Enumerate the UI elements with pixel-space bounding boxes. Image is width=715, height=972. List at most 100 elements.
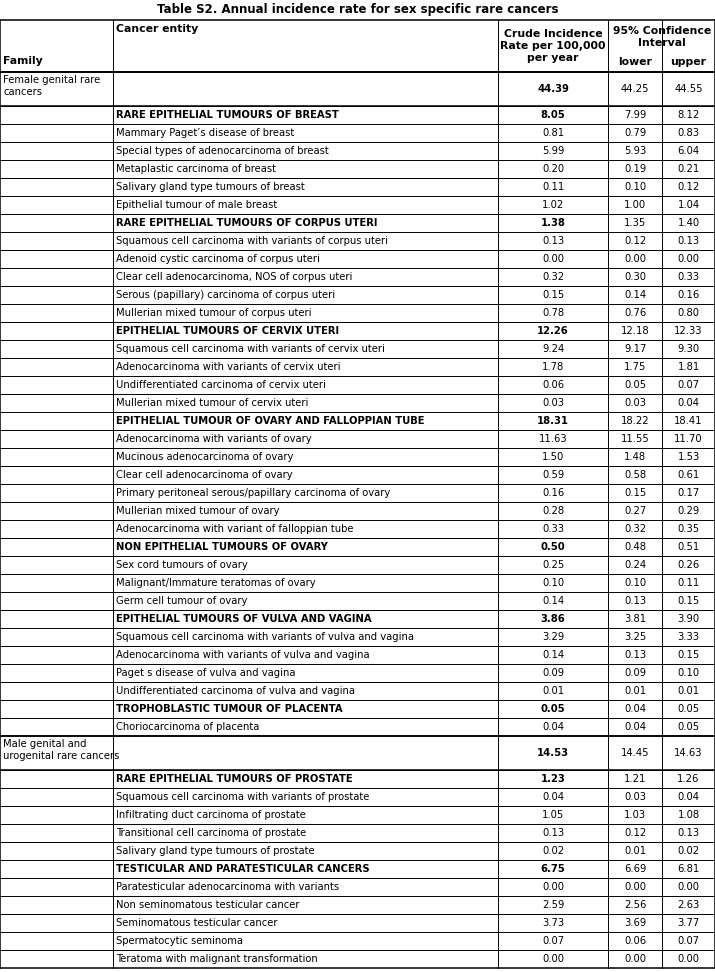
- Text: 1.50: 1.50: [542, 452, 564, 462]
- Text: 0.06: 0.06: [624, 936, 646, 946]
- Text: Cancer entity: Cancer entity: [116, 24, 198, 34]
- Text: Mullerian mixed tumour of cervix uteri: Mullerian mixed tumour of cervix uteri: [116, 398, 308, 408]
- Text: 0.04: 0.04: [624, 704, 646, 714]
- Text: 0.51: 0.51: [677, 542, 700, 552]
- Text: Adenocarcinoma with variant of falloppian tube: Adenocarcinoma with variant of falloppia…: [116, 524, 353, 534]
- Text: 3.33: 3.33: [678, 632, 699, 642]
- Text: 1.48: 1.48: [624, 452, 646, 462]
- Text: 1.40: 1.40: [678, 218, 699, 228]
- Text: 0.16: 0.16: [677, 290, 700, 300]
- Text: 0.13: 0.13: [678, 236, 699, 246]
- Text: Mammary Paget’s disease of breast: Mammary Paget’s disease of breast: [116, 128, 294, 138]
- Text: Malignant/Immature teratomas of ovary: Malignant/Immature teratomas of ovary: [116, 578, 315, 588]
- Text: 0.01: 0.01: [624, 686, 646, 696]
- Text: 0.05: 0.05: [624, 380, 646, 390]
- Text: 0.01: 0.01: [542, 686, 564, 696]
- Text: 14.63: 14.63: [674, 748, 703, 758]
- Text: 0.25: 0.25: [542, 560, 564, 570]
- Text: 2.59: 2.59: [542, 900, 564, 910]
- Text: 0.20: 0.20: [542, 164, 564, 174]
- Text: Choriocarcinoma of placenta: Choriocarcinoma of placenta: [116, 722, 260, 732]
- Text: 0.81: 0.81: [542, 128, 564, 138]
- Text: 0.15: 0.15: [542, 290, 564, 300]
- Text: 3.90: 3.90: [678, 614, 699, 624]
- Text: 2.63: 2.63: [677, 900, 700, 910]
- Text: 0.35: 0.35: [678, 524, 699, 534]
- Text: EPITHELIAL TUMOURS OF VULVA AND VAGINA: EPITHELIAL TUMOURS OF VULVA AND VAGINA: [116, 614, 372, 624]
- Text: Male genital and
urogenital rare cancers: Male genital and urogenital rare cancers: [3, 739, 119, 761]
- Text: 0.21: 0.21: [677, 164, 700, 174]
- Text: 0.79: 0.79: [624, 128, 646, 138]
- Text: 5.99: 5.99: [542, 146, 564, 156]
- Text: 44.25: 44.25: [621, 84, 649, 94]
- Text: 11.55: 11.55: [621, 434, 650, 444]
- Text: 0.11: 0.11: [677, 578, 700, 588]
- Text: 0.04: 0.04: [542, 722, 564, 732]
- Text: 1.21: 1.21: [624, 774, 646, 784]
- Text: 0.09: 0.09: [624, 668, 646, 678]
- Text: 0.16: 0.16: [542, 488, 564, 498]
- Text: 9.17: 9.17: [624, 344, 646, 354]
- Text: 0.04: 0.04: [624, 722, 646, 732]
- Text: Paget s disease of vulva and vagina: Paget s disease of vulva and vagina: [116, 668, 295, 678]
- Text: 0.10: 0.10: [542, 578, 564, 588]
- Text: 18.22: 18.22: [621, 416, 650, 426]
- Text: RARE EPITHELIAL TUMOURS OF CORPUS UTERI: RARE EPITHELIAL TUMOURS OF CORPUS UTERI: [116, 218, 378, 228]
- Text: Adenoid cystic carcinoma of corpus uteri: Adenoid cystic carcinoma of corpus uteri: [116, 254, 320, 264]
- Text: 0.01: 0.01: [678, 686, 699, 696]
- Text: 0.00: 0.00: [678, 954, 699, 964]
- Text: Squamous cell carcinoma with variants of corpus uteri: Squamous cell carcinoma with variants of…: [116, 236, 388, 246]
- Text: 0.15: 0.15: [677, 596, 700, 606]
- Text: 0.14: 0.14: [542, 596, 564, 606]
- Text: 0.83: 0.83: [678, 128, 699, 138]
- Text: Salivary gland type tumours of prostate: Salivary gland type tumours of prostate: [116, 846, 315, 856]
- Text: 14.53: 14.53: [537, 748, 569, 758]
- Text: Serous (papillary) carcinoma of corpus uteri: Serous (papillary) carcinoma of corpus u…: [116, 290, 335, 300]
- Text: Mullerian mixed tumour of ovary: Mullerian mixed tumour of ovary: [116, 506, 280, 516]
- Text: Adenocarcinoma with variants of cervix uteri: Adenocarcinoma with variants of cervix u…: [116, 362, 340, 372]
- Text: Clear cell adenocarcinoma, NOS of corpus uteri: Clear cell adenocarcinoma, NOS of corpus…: [116, 272, 352, 282]
- Text: Spermatocytic seminoma: Spermatocytic seminoma: [116, 936, 243, 946]
- Text: 0.07: 0.07: [542, 936, 564, 946]
- Text: 0.02: 0.02: [542, 846, 564, 856]
- Text: 0.15: 0.15: [624, 488, 646, 498]
- Text: 1.04: 1.04: [678, 200, 699, 210]
- Text: 0.13: 0.13: [542, 236, 564, 246]
- Text: Germ cell tumour of ovary: Germ cell tumour of ovary: [116, 596, 247, 606]
- Text: upper: upper: [671, 57, 706, 67]
- Text: 5.93: 5.93: [624, 146, 646, 156]
- Text: 1.08: 1.08: [678, 810, 699, 820]
- Text: 0.26: 0.26: [677, 560, 700, 570]
- Text: 44.55: 44.55: [674, 84, 703, 94]
- Text: Infiltrating duct carcinoma of prostate: Infiltrating duct carcinoma of prostate: [116, 810, 306, 820]
- Text: 0.33: 0.33: [542, 524, 564, 534]
- Text: 0.29: 0.29: [677, 506, 700, 516]
- Text: 44.39: 44.39: [537, 84, 569, 94]
- Text: Adenocarcinoma with variants of vulva and vagina: Adenocarcinoma with variants of vulva an…: [116, 650, 370, 660]
- Text: Family: Family: [3, 56, 43, 66]
- Text: Paratesticular adenocarcinoma with variants: Paratesticular adenocarcinoma with varia…: [116, 882, 339, 892]
- Text: 1.35: 1.35: [624, 218, 646, 228]
- Text: 1.75: 1.75: [624, 362, 646, 372]
- Text: 0.10: 0.10: [624, 182, 646, 192]
- Text: 0.27: 0.27: [624, 506, 646, 516]
- Text: 14.45: 14.45: [621, 748, 649, 758]
- Text: 1.78: 1.78: [542, 362, 564, 372]
- Text: 12.18: 12.18: [621, 326, 650, 336]
- Text: 0.03: 0.03: [624, 792, 646, 802]
- Text: 0.05: 0.05: [541, 704, 566, 714]
- Text: 95% Confidence
Interval: 95% Confidence Interval: [613, 26, 711, 49]
- Text: 0.28: 0.28: [542, 506, 564, 516]
- Text: 0.14: 0.14: [624, 290, 646, 300]
- Text: RARE EPITHELIAL TUMOURS OF BREAST: RARE EPITHELIAL TUMOURS OF BREAST: [116, 110, 339, 120]
- Text: Table S2. Annual incidence rate for sex specific rare cancers: Table S2. Annual incidence rate for sex …: [157, 4, 558, 17]
- Text: 0.13: 0.13: [678, 828, 699, 838]
- Text: 2.56: 2.56: [624, 900, 646, 910]
- Text: 12.33: 12.33: [674, 326, 703, 336]
- Text: 1.53: 1.53: [677, 452, 700, 462]
- Text: Sex cord tumours of ovary: Sex cord tumours of ovary: [116, 560, 247, 570]
- Text: 1.00: 1.00: [624, 200, 646, 210]
- Text: 0.30: 0.30: [624, 272, 646, 282]
- Text: Clear cell adenocarcinoma of ovary: Clear cell adenocarcinoma of ovary: [116, 470, 292, 480]
- Text: Mullerian mixed tumour of corpus uteri: Mullerian mixed tumour of corpus uteri: [116, 308, 312, 318]
